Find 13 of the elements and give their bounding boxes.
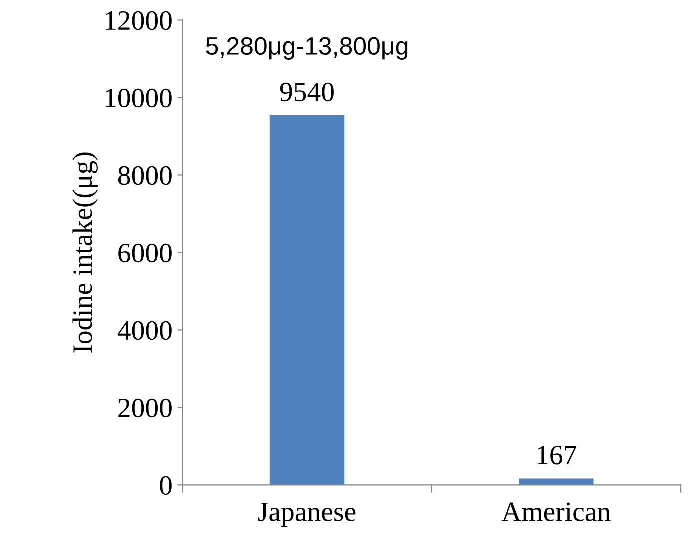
y-tick-label: 2000 (118, 398, 172, 418)
annotation: 5,280μg-13,800μg (206, 37, 408, 60)
y-tick-label: 12000 (106, 11, 172, 30)
x-tick-label: Japanese (258, 502, 356, 528)
y-tick-label: 6000 (118, 244, 172, 263)
y-axis-title: Iodine intake((μg) (72, 152, 98, 353)
y-tick-label: 8000 (118, 166, 172, 186)
y-tick-label: 10000 (106, 88, 172, 108)
data-label: 9540 (280, 82, 334, 102)
y-tick-label: 0 (160, 476, 172, 496)
y-tick-label: 4000 (118, 321, 172, 340)
x-tick-label: American (502, 502, 611, 522)
data-label: 167 (538, 446, 576, 465)
